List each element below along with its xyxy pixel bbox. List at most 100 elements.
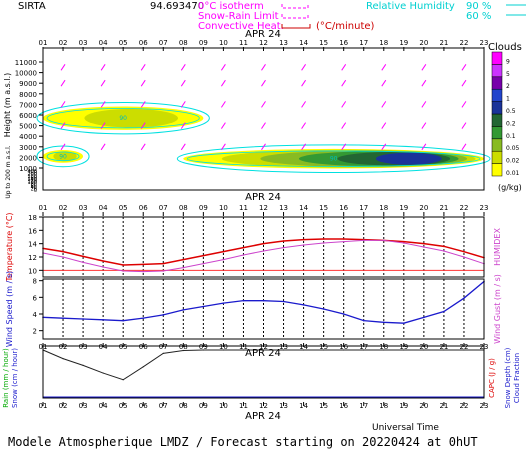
wind-barb <box>140 64 146 71</box>
cloud-fraction-point <box>343 349 345 351</box>
temperature-point <box>222 250 225 253</box>
cloud-fraction-point <box>242 349 245 351</box>
humidex-point <box>82 261 84 264</box>
x-tick-label: 22 <box>459 343 468 351</box>
wind-barb <box>301 122 307 129</box>
x-tick-label: 20 <box>419 204 428 212</box>
cloud-fraction-point <box>323 349 325 351</box>
wind-speed-point <box>202 305 205 308</box>
cloud-fraction-point <box>383 349 385 351</box>
temperature-point <box>443 245 445 248</box>
wind-barb <box>421 79 427 87</box>
humidity-contour-label: 90 <box>59 153 67 160</box>
humidity-contours: 90 90 90 <box>36 102 491 174</box>
x-tick-label: 13 <box>279 343 288 351</box>
humidex-point <box>362 239 365 242</box>
x-tick-label: 09 <box>199 204 208 212</box>
humidex-point <box>222 258 225 261</box>
wind-barb <box>100 79 106 87</box>
x-tick-label: 10 <box>219 343 228 351</box>
wind-barb <box>381 64 387 71</box>
y-tick-label: 16 <box>28 227 37 235</box>
wind-barb <box>140 101 146 108</box>
humidex-point <box>423 246 425 248</box>
wind-barb <box>220 101 226 108</box>
precipitation-panel: 01 02 03 04 05 06 07 08 09 10 11 12 13 14 15 16 17 18 19 20… <box>2 343 521 422</box>
wind-speed-point <box>162 314 165 316</box>
x-tick-label: 13 <box>279 39 288 47</box>
legend-convective-unit: (°C/minute) <box>316 21 375 32</box>
cloud-panel-ylabel: Height (m a.s.l.) <box>3 73 12 138</box>
colorbar-label: 2 <box>506 83 510 90</box>
wind-panel: 2 4 6 8 Wind Speed (m / s) Wind Gust (m / s… <box>5 271 502 347</box>
cloud-fraction-point <box>202 349 204 351</box>
temperature-point <box>302 238 305 241</box>
x-tick-label: 17 <box>359 343 368 351</box>
legend-convective-label: Convective Heat. <box>198 21 284 32</box>
x-tick-label: 02 <box>59 39 68 47</box>
colorbar-label: 9 <box>506 58 510 65</box>
site-name: SIRTA <box>18 1 46 12</box>
x-tick-label: 14 <box>299 204 308 212</box>
x-tick-label: 22 <box>459 39 468 47</box>
x-tick-label: 05 <box>119 343 128 351</box>
x-tick-label: 20 <box>419 343 428 351</box>
x-tick-label: 17 <box>359 402 368 410</box>
colorbar-cell <box>491 101 503 115</box>
site-code: 94.693470 <box>150 1 204 12</box>
temperature-point <box>142 263 145 266</box>
x-tick-label: 16 <box>339 343 348 351</box>
x-tick-label: 18 <box>379 39 388 47</box>
x-tick-label: 11 <box>239 39 248 47</box>
capc-ylabel: CAPC (J / g) <box>488 358 496 398</box>
wind-barb <box>180 101 186 108</box>
x-tick-label: 05 <box>119 204 128 212</box>
forecast-title: Modele Atmospherique LMDZ / Forecast sta… <box>8 435 478 449</box>
cloud-fraction-point <box>102 372 104 374</box>
y-tick-label-low: 100 <box>27 180 37 186</box>
x-tick-label: 15 <box>319 204 328 212</box>
wind-barb <box>381 79 387 87</box>
wind-barb <box>461 101 467 108</box>
x-tick-label: 16 <box>339 204 348 212</box>
wind-speed-point <box>242 299 245 302</box>
wind-barb <box>301 64 307 71</box>
humidex-point <box>282 246 285 249</box>
wind-speed-point <box>282 300 285 303</box>
wind-barb <box>100 64 106 71</box>
cloud-panel-x-ticks-top: 01 02 03 04 05 06 07 08 09 10 11 12 13 14 15 16 17 18 19 20… <box>39 39 488 51</box>
cloud-fraction-point <box>463 349 465 351</box>
temperature-point <box>242 246 245 249</box>
wind-barb <box>140 122 146 129</box>
x-tick-label: 10 <box>219 402 228 410</box>
x-tick-label: 13 <box>279 204 288 212</box>
cloud-fraction-point <box>162 352 164 354</box>
legend-rh-60: 60 % <box>466 11 491 22</box>
x-tick-label: 02 <box>59 343 68 351</box>
cloud-layer-core <box>375 152 442 165</box>
colorbar-cell <box>491 88 503 102</box>
colorbar-cell <box>491 64 503 78</box>
x-tick-label: 16 <box>339 402 348 410</box>
x-tick-label: 15 <box>319 402 328 410</box>
humidex-point <box>403 242 405 244</box>
cloud-panel-ylabel-low: Up to 200 m a.s.l. <box>5 145 12 198</box>
temperature-panel-y-ticks: 10 12 14 16 18 <box>28 214 43 275</box>
wind-barb <box>461 79 467 87</box>
wind-speed-point <box>262 299 265 302</box>
legend-isotherm-sample <box>281 4 309 9</box>
wind-barb <box>60 64 66 71</box>
wind-barbs <box>60 64 467 151</box>
wind-speed-point <box>382 321 385 324</box>
x-tick-label: 17 <box>359 39 368 47</box>
x-tick-label: 21 <box>439 39 448 47</box>
y-tick-label: 3000 <box>19 144 37 152</box>
wind-barb <box>381 101 387 108</box>
wind-barb <box>421 143 427 151</box>
cloud-layers <box>43 106 484 169</box>
cloud-colorbar: Clouds 0.01 0.02 0.05 0.1 0.2 0.5 1 2 5 9 (g/kg) <box>488 42 522 192</box>
x-tick-label: 11 <box>239 402 248 410</box>
x-tick-label: 05 <box>119 402 128 410</box>
wind-barb <box>341 143 347 151</box>
legend-snow-rain-sample <box>281 14 309 19</box>
